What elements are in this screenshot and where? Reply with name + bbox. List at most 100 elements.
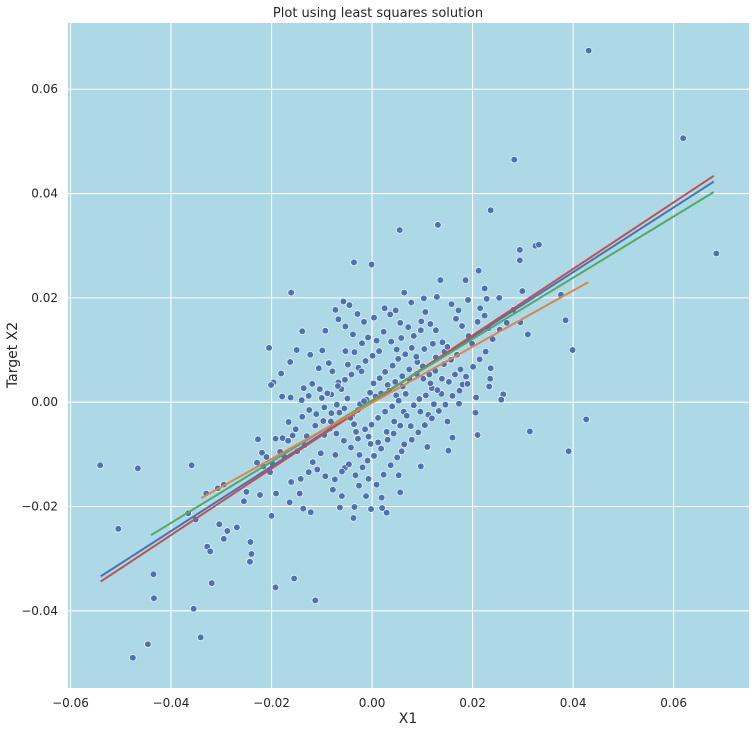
data-point — [355, 451, 364, 459]
data-point — [404, 323, 412, 331]
data-point — [487, 206, 495, 214]
grid-lines — [68, 23, 749, 688]
data-point — [206, 547, 214, 555]
data-point — [402, 390, 410, 398]
data-point — [358, 339, 366, 347]
data-point — [426, 320, 434, 328]
data-point — [398, 447, 406, 455]
data-point — [471, 409, 480, 417]
data-point — [381, 368, 389, 376]
data-point — [485, 382, 493, 391]
data-point — [428, 414, 436, 422]
data-point — [582, 415, 590, 423]
x-tick-label: 0.04 — [560, 696, 587, 710]
data-point — [286, 358, 294, 366]
chart-title: Plot using least squares solution — [273, 6, 483, 21]
x-tick-label: 0.00 — [359, 696, 386, 710]
data-point — [383, 428, 391, 436]
data-point — [405, 365, 413, 373]
data-point — [443, 343, 452, 351]
data-point — [254, 435, 262, 443]
data-point — [481, 312, 489, 320]
data-point — [367, 505, 375, 513]
data-point — [387, 338, 395, 346]
data-point — [339, 297, 348, 306]
data-point — [366, 389, 374, 397]
data-point — [316, 385, 324, 393]
data-point — [448, 392, 457, 400]
data-point — [396, 488, 404, 497]
data-point — [345, 301, 354, 309]
data-point — [297, 475, 305, 483]
data-point — [426, 379, 434, 388]
data-point — [524, 330, 532, 338]
data-point — [448, 434, 457, 442]
data-point — [472, 393, 480, 402]
data-point — [272, 489, 280, 498]
data-point — [292, 425, 300, 433]
data-point — [443, 417, 452, 426]
data-point — [290, 574, 298, 583]
data-point — [323, 389, 331, 397]
data-point — [298, 396, 306, 404]
y-tick-label: 0.06 — [31, 82, 58, 96]
data-point — [215, 520, 223, 528]
data-point — [311, 422, 319, 430]
data-point — [435, 407, 443, 415]
x-tick-label: 0.06 — [660, 696, 687, 710]
data-point — [370, 452, 378, 460]
data-point — [363, 456, 372, 465]
data-point — [220, 535, 228, 543]
data-point — [417, 326, 425, 334]
data-point — [308, 380, 316, 388]
data-point — [271, 583, 280, 591]
data-point — [267, 512, 276, 520]
data-point — [452, 315, 460, 323]
data-point — [315, 364, 323, 372]
data-point — [362, 492, 370, 500]
data-point — [447, 300, 456, 308]
data-point — [390, 417, 398, 426]
data-point — [96, 461, 104, 469]
data-point — [129, 654, 137, 662]
data-point — [403, 412, 411, 420]
data-point — [516, 246, 524, 254]
data-point — [331, 475, 339, 483]
data-point — [368, 352, 377, 360]
x-tick-label: −0.04 — [153, 696, 190, 710]
data-point — [246, 558, 254, 566]
data-point — [516, 256, 524, 264]
data-point — [344, 361, 352, 369]
data-point — [420, 294, 428, 302]
data-point — [258, 449, 266, 457]
data-point — [417, 462, 425, 470]
data-point — [287, 393, 295, 402]
data-point — [474, 318, 482, 326]
data-point — [242, 488, 251, 496]
data-point — [407, 422, 415, 430]
data-point — [461, 276, 470, 284]
data-point — [397, 334, 405, 342]
data-point — [469, 363, 477, 371]
data-point — [350, 503, 359, 511]
data-point — [271, 435, 280, 443]
data-point — [357, 367, 366, 376]
data-point — [306, 351, 314, 359]
data-point — [144, 640, 152, 648]
data-point — [311, 596, 319, 604]
data-point — [367, 260, 376, 269]
data-point — [462, 373, 470, 381]
data-point — [417, 317, 425, 325]
data-point — [349, 514, 358, 522]
data-point — [338, 492, 346, 500]
data-point — [366, 440, 375, 448]
data-point — [445, 378, 453, 386]
data-point — [389, 362, 397, 370]
data-point — [421, 421, 429, 429]
data-point — [396, 319, 404, 327]
data-point — [354, 435, 362, 443]
data-point — [372, 480, 381, 489]
data-point — [364, 475, 373, 483]
data-point — [432, 326, 440, 334]
data-point — [408, 436, 416, 444]
